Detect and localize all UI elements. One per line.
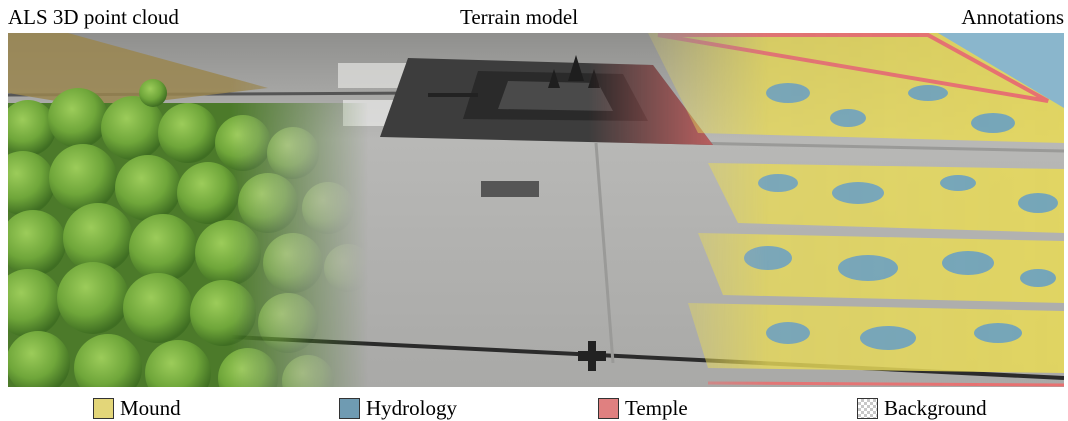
legend-label-background: Background [884,395,987,420]
legend-item-hydrology: Hydrology [339,396,457,420]
hydrology-swatch [339,397,360,419]
temple-annotation [380,58,713,145]
panel-label-point-cloud: ALS 3D point cloud [8,5,179,29]
legend-label-temple: Temple [625,395,688,420]
vegetation-point-cloud [8,33,372,387]
legend-item-temple: Temple [598,396,688,420]
background-swatch [857,397,878,419]
annotation-overlay [648,33,1064,387]
composite-scene-image [8,33,1064,387]
mound-swatch [93,397,114,419]
legend-item-background: Background [857,396,987,420]
legend-label-mound: Mound [120,395,181,420]
panel-label-terrain-model: Terrain model [460,5,579,29]
panel-label-annotations: Annotations [961,5,1064,29]
legend-label-hydrology: Hydrology [366,395,457,420]
legend-item-mound: Mound [93,396,181,420]
temple-swatch [598,397,619,419]
